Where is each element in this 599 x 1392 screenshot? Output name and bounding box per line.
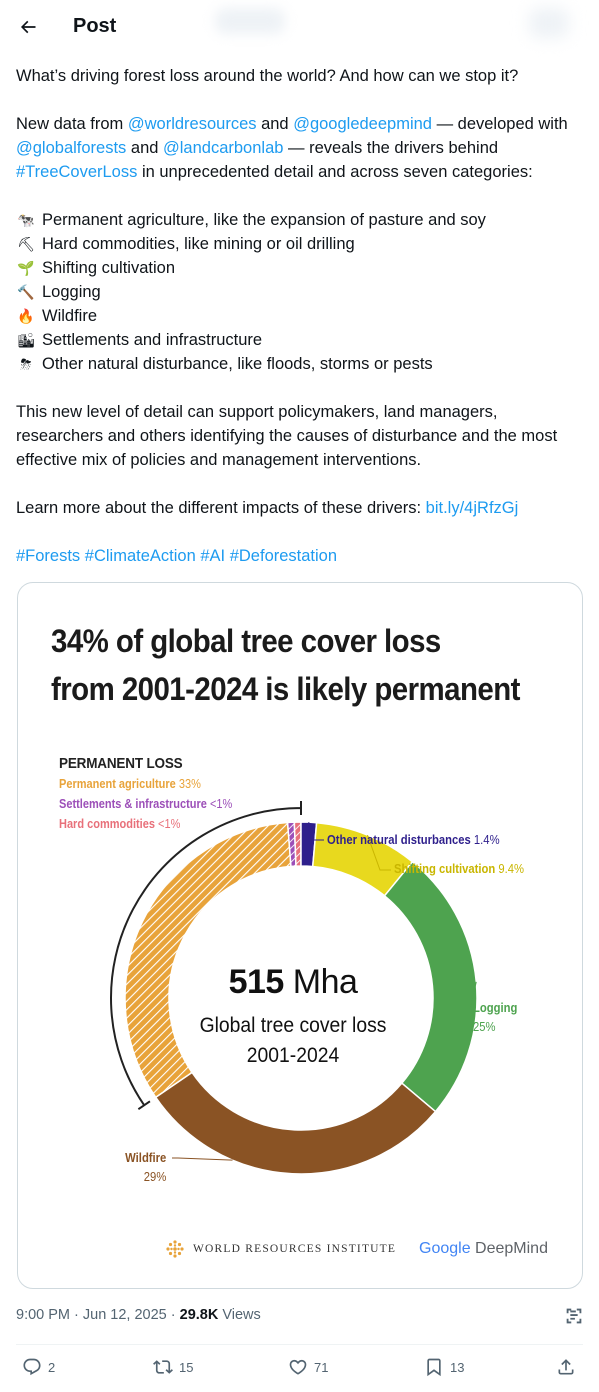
hammer-icon: 🔨 (17, 284, 35, 300)
driver-line: 🐄 Permanent agriculture, like the expansi… (16, 208, 586, 232)
wri-logo: WORLD RESOURCES INSTITUTE (165, 1239, 396, 1259)
reply-count: 2 (48, 1359, 56, 1375)
tweet-paragraph-sources: New data from @worldresources and @googl… (16, 115, 568, 181)
views-count: 29.8K (179, 1307, 219, 1323)
repost-count: 15 (179, 1359, 194, 1375)
driver-line: 🔥 Wildfire (16, 304, 586, 328)
label-wildfire: Wildfire 29% (125, 1151, 167, 1184)
post-metadata: 9:00 PM · Jun 12, 2025 · 29.8K Views (16, 1307, 261, 1323)
top-bar: Post (0, 0, 599, 53)
wri-logo-icon (166, 1240, 184, 1258)
seedling-icon: 🌱 (17, 260, 35, 276)
driver-line: 🌱 Shifting cultivation (16, 256, 586, 280)
bookmark-count: 13 (450, 1359, 465, 1375)
legend-item-settlements: Settlements & infrastructure <1% (59, 797, 233, 811)
mention-globalforests[interactable]: @globalforests (16, 139, 127, 157)
media-image[interactable]: 34% of global tree cover loss from 2001-… (17, 582, 583, 1289)
blurred-overlay-right (529, 8, 569, 38)
label-shifting-cultivation: Shifting cultivation 9.4% (394, 862, 525, 876)
label-logging: Logging 25% (473, 1001, 518, 1034)
legend-item-hard-commodities: Hard commodities <1% (59, 817, 181, 831)
legend-heading: PERMANENT LOSS (59, 755, 183, 772)
label-other-natural: Other natural disturbances 1.4% (327, 833, 500, 847)
legend-item-permanent-agriculture: Permanent agriculture 33% (59, 777, 201, 791)
permanent-loss-legend: PERMANENT LOSS Permanent agriculture 33%… (59, 755, 256, 834)
tweet-paragraph-impact: This new level of detail can support pol… (16, 403, 558, 469)
arrow-left-icon (20, 20, 36, 34)
action-bar: 2 15 71 13 (0, 1354, 599, 1384)
share-button[interactable] (556, 1354, 582, 1380)
analytics-icon[interactable] (563, 1305, 585, 1327)
tweet-text: What’s driving forest loss around the wo… (16, 64, 586, 568)
like-button[interactable]: 71 (288, 1354, 328, 1380)
hashtag-deforestation[interactable]: #Deforestation (229, 547, 338, 565)
google-deepmind-logo: Google DeepMind (419, 1240, 548, 1257)
hashtag-climateaction[interactable]: #ClimateAction (84, 547, 196, 565)
back-button[interactable] (10, 9, 46, 45)
storm-icon: ⛈ (20, 356, 32, 372)
heart-icon (289, 1359, 307, 1375)
reply-icon (23, 1358, 41, 1376)
cityscape-icon: 🏙 (17, 332, 35, 348)
donut-slice-logging (383, 860, 478, 1113)
driver-line: ⛏ Hard commodities, like mining or oil dr… (16, 232, 586, 256)
fire-icon: 🔥 (17, 308, 35, 324)
repost-button[interactable]: 15 (153, 1354, 193, 1380)
post-timestamp[interactable]: 9:00 PM · Jun 12, 2025 · (16, 1307, 180, 1323)
bookmark-button[interactable]: 13 (424, 1354, 464, 1380)
leader-other-natural (308, 822, 324, 841)
driver-line: 🔨 Logging (16, 280, 586, 304)
repost-icon (153, 1360, 173, 1374)
leader-shifting-cultivation (366, 834, 391, 871)
driver-line: ⛈ Other natural disturbance, like floods,… (16, 352, 586, 376)
driver-line: 🏙 Settlements and infrastructure (16, 328, 586, 352)
wri-logo-text: WORLD RESOURCES INSTITUTE (193, 1243, 397, 1255)
cow-icon: 🐄 (17, 212, 35, 228)
blurred-overlay (215, 8, 285, 34)
google-wordmark: Google (419, 1240, 471, 1257)
donut-slice-wildfire (154, 1071, 437, 1175)
mention-googledeepmind[interactable]: @googledeepmind (293, 115, 432, 133)
center-caption: Global tree cover loss 2001-2024 (199, 1014, 387, 1067)
tweet-paragraph-link: Learn more about the different impacts o… (16, 499, 519, 517)
donut-slice-permanent-agriculture (124, 821, 292, 1099)
pick-icon: ⛏ (17, 236, 35, 252)
page-title: Post (73, 15, 117, 37)
tweet-intro: What’s driving forest loss around the wo… (16, 67, 519, 85)
hashtag-treecoverloss[interactable]: #TreeCoverLoss (16, 163, 138, 181)
donut-slice-hard-commodities (293, 821, 302, 867)
bookmark-icon (427, 1358, 441, 1377)
hashtag-ai[interactable]: #AI (200, 547, 226, 565)
hashtag-forests[interactable]: #Forests (16, 547, 81, 565)
leader-logging (469, 981, 477, 1010)
center-total: 515 Mha (228, 963, 358, 1001)
reply-button[interactable]: 2 (22, 1354, 55, 1380)
infographic-title: 34% of global tree cover loss from 2001-… (51, 623, 520, 707)
hashtag-row: #Forests #ClimateAction #AI #Deforestati… (16, 544, 586, 568)
like-count: 71 (314, 1359, 329, 1375)
leader-wildfire (172, 1157, 233, 1161)
share-icon (558, 1359, 574, 1375)
divider (16, 1344, 583, 1345)
donut-chart (110, 801, 478, 1175)
permanent-bracket (110, 801, 302, 1111)
mention-landcarbonlab[interactable]: @landcarbonlab (163, 139, 284, 157)
mention-worldresources[interactable]: @worldresources (127, 115, 257, 133)
external-link[interactable]: bit.ly/4jRfzGj (425, 499, 519, 517)
